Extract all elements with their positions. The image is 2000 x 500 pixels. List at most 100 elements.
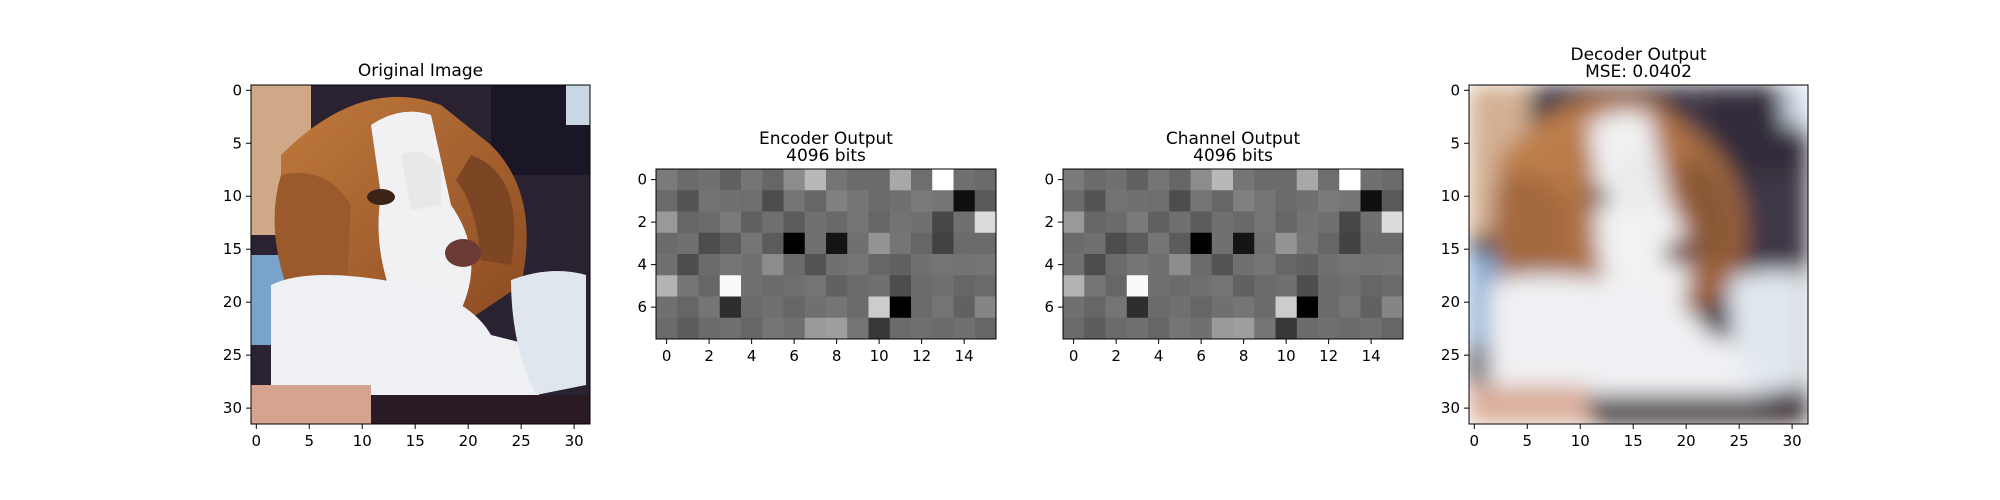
channel-output-cell [1169, 296, 1191, 319]
encoder-output-cell [953, 317, 976, 340]
encoder-output-cell [868, 211, 891, 234]
channel-output-cell [1360, 169, 1383, 191]
encoder-output-xtick-label: 0 [662, 347, 672, 365]
encoder-output-cell [932, 275, 954, 297]
channel-output-cell [1126, 296, 1149, 319]
channel-output-cell [1318, 275, 1340, 297]
encoder-output-cell [847, 275, 869, 297]
channel-output-cell [1233, 190, 1255, 212]
channel-output-cell [1339, 169, 1361, 191]
decoder-output-ytick-label: 5 [1450, 134, 1460, 152]
channel-output-cell [1190, 211, 1213, 234]
channel-output-xtick-label: 0 [1069, 347, 1079, 365]
encoder-output-cell [868, 190, 891, 212]
encoder-output-cell [762, 317, 784, 340]
encoder-output-cell [698, 232, 721, 255]
channel-output-cell [1275, 317, 1298, 340]
channel-output-xtick-label: 2 [1111, 347, 1121, 365]
encoder-output-cell [783, 190, 806, 212]
channel-output-cell [1275, 232, 1298, 255]
encoder-output-cell [698, 275, 721, 297]
encoder-output-cell [826, 296, 848, 319]
encoder-output-cell [847, 169, 869, 191]
decoder-output-ytick-label: 25 [1441, 346, 1460, 364]
channel-output-cell [1211, 211, 1234, 234]
encoder-output-cell [719, 254, 742, 276]
encoder-output-cell [741, 169, 763, 191]
encoder-output-cell [826, 317, 848, 340]
channel-output-cell [1275, 169, 1298, 191]
encoder-output-cell [974, 190, 997, 212]
channel-output-cell [1254, 169, 1276, 191]
channel-output-subtitle: 4096 bits [1193, 146, 1273, 166]
encoder-output-cell [974, 169, 997, 191]
decoder-output-xtick-label: 20 [1677, 432, 1696, 450]
encoder-output-cell [911, 169, 933, 191]
channel-output-ytick-label: 0 [1044, 171, 1054, 189]
channel-output-cell [1339, 254, 1361, 276]
channel-output-cell [1339, 190, 1361, 212]
encoder-output-cell [656, 190, 678, 212]
channel-output-frame [1062, 168, 1404, 340]
encoder-output-cell [804, 275, 827, 297]
original-image-xtick-label: 20 [459, 432, 478, 450]
channel-output-cell [1339, 232, 1361, 255]
channel-output-cell [1318, 296, 1340, 319]
channel-output-cell [1169, 232, 1191, 255]
encoder-output-cell [677, 232, 699, 255]
channel-output-cell [1126, 211, 1149, 234]
encoder-output-cell [826, 169, 848, 191]
encoder-output-cell [889, 296, 912, 319]
channel-output-cell [1275, 211, 1298, 234]
channel-output-xtick-label: 4 [1154, 347, 1164, 365]
encoder-output-cell [762, 232, 784, 255]
channel-output-cell [1169, 275, 1191, 297]
channel-output-cell [1105, 296, 1128, 319]
encoder-output-cell [932, 232, 954, 255]
encoder-output-cell [741, 254, 763, 276]
encoder-output-cell [783, 169, 806, 191]
channel-output-cell [1233, 296, 1255, 319]
encoder-output-cell [868, 275, 891, 297]
decoder-output-xtick-label: 0 [1470, 432, 1480, 450]
encoder-output-cell [656, 254, 678, 276]
encoder-output-cell [847, 190, 869, 212]
channel-output-cell [1084, 275, 1106, 297]
encoder-output-cell [677, 275, 699, 297]
channel-output-cell [1063, 275, 1085, 297]
channel-output-cell [1105, 275, 1128, 297]
original-image-xtick-label: 10 [353, 432, 372, 450]
encoder-output-cell [804, 232, 827, 255]
channel-output-cell [1360, 190, 1383, 212]
encoder-output-cell [868, 296, 891, 319]
channel-output-cell [1063, 211, 1085, 234]
channel-output-cell [1296, 169, 1319, 191]
encoder-output-cell [932, 317, 954, 340]
channel-output-cell [1339, 275, 1361, 297]
channel-output-cell [1381, 254, 1404, 276]
encoder-output-cell [889, 254, 912, 276]
encoder-output-cell [783, 275, 806, 297]
encoder-output-cell [677, 211, 699, 234]
encoder-output-title: Encoder Output [759, 129, 893, 149]
encoder-output-xtick-label: 6 [789, 347, 799, 365]
encoder-output-cell [656, 275, 678, 297]
decoder-output-picture [1469, 85, 1808, 424]
channel-output-cell [1296, 275, 1319, 297]
encoder-output-xtick-label: 12 [912, 347, 931, 365]
channel-output-cell [1254, 211, 1276, 234]
encoder-output-cell [719, 232, 742, 255]
channel-output-cell [1148, 190, 1170, 212]
channel-output-cell [1211, 254, 1234, 276]
channel-output-cell [1148, 317, 1170, 340]
encoder-output-cell [783, 211, 806, 234]
encoder-output-cell [889, 275, 912, 297]
channel-output-cell [1169, 190, 1191, 212]
channel-output-cell [1063, 296, 1085, 319]
encoder-output-cell [677, 296, 699, 319]
channel-output-cell [1169, 169, 1191, 191]
channel-output-cell [1381, 169, 1404, 191]
channel-output-cell [1233, 211, 1255, 234]
encoder-output-cell [953, 211, 976, 234]
